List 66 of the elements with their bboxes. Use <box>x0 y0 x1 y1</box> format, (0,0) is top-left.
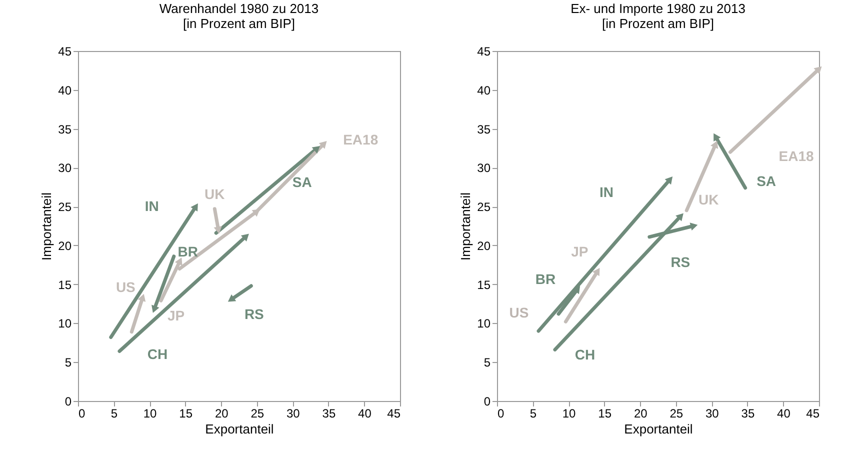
y-tick-label: 15 <box>477 278 491 292</box>
x-axis-title: Exportanteil <box>624 422 693 436</box>
x-tick-label: 10 <box>143 406 158 420</box>
x-tick-label: 10 <box>562 406 576 420</box>
series-label: RS <box>244 306 264 322</box>
y-tick-label: 40 <box>477 83 491 98</box>
x-tick-label: 30 <box>286 406 300 420</box>
x-tick-label: 0 <box>498 406 504 420</box>
y-tick-label: 15 <box>58 278 72 292</box>
x-tick-label: 5 <box>110 406 118 420</box>
x-tick-label: 25 <box>670 406 684 420</box>
y-tick-label: 5 <box>484 356 491 370</box>
series-label: SA <box>292 174 312 190</box>
x-tick-label: 35 <box>322 406 336 420</box>
x-tick-label: 35 <box>741 406 755 420</box>
series-label: CH <box>147 346 168 362</box>
text: IN <box>600 184 614 200</box>
x-tick-label: 40 <box>777 406 791 420</box>
series-label: EA18 <box>343 131 378 148</box>
x-tick-label: 20 <box>214 406 229 420</box>
x-tick-label: 45 <box>806 406 820 420</box>
annotation: US <box>509 304 529 320</box>
y-tick-label: 25 <box>58 200 72 214</box>
y-tick-label: 30 <box>477 161 491 176</box>
y-tick-label: 20 <box>477 238 491 253</box>
y-tick-label: 0 <box>64 394 72 408</box>
chart-title: Warenhandel 1980 zu 2013 <box>159 1 319 16</box>
x-tick-label: 5 <box>530 406 537 420</box>
y-tick-label: 45 <box>477 44 491 58</box>
y-tick-label: 25 <box>477 200 491 214</box>
x-tick-label: 15 <box>598 406 612 420</box>
y-tick-label: 5 <box>64 356 72 370</box>
x-axis-title: Exportanteil <box>205 422 274 436</box>
y-tick-label: 10 <box>58 316 72 331</box>
series-label: BR <box>535 270 556 287</box>
y-tick-label: 40 <box>58 83 72 98</box>
y-tick-label: 35 <box>477 122 491 136</box>
series-label: US <box>116 278 136 295</box>
x-tick-label: 30 <box>705 406 720 420</box>
series-label: BR <box>178 243 198 260</box>
y-tick-label: 0 <box>484 394 491 408</box>
chart-title: Ex- und Importe 1980 zu 2013 <box>570 1 746 16</box>
chart-subtitle: [in Prozent am BIP] <box>183 16 295 31</box>
y-tick-label: 20 <box>58 238 72 253</box>
series-label: CH <box>574 346 596 363</box>
text: EA18 <box>778 148 814 164</box>
y-axis-title: Importanteil <box>458 192 474 260</box>
x-tick-label: 20 <box>634 406 648 420</box>
series-label: SA <box>756 172 776 189</box>
x-tick-label: 15 <box>179 406 193 420</box>
y-tick-label: 45 <box>58 44 72 58</box>
x-tick-label: 0 <box>78 406 86 420</box>
series-label: JP <box>167 308 185 324</box>
x-tick-label: 40 <box>358 406 372 420</box>
y-tick-label: 10 <box>477 316 491 331</box>
y-tick-label: 35 <box>58 122 72 136</box>
series-label: JP <box>571 244 588 260</box>
chart-subtitle: [in Prozent am BIP] <box>602 16 714 31</box>
x-tick-label: 45 <box>387 406 401 420</box>
series-label: UK <box>698 191 719 208</box>
x-tick-label: 25 <box>250 406 264 420</box>
y-axis-title: Importanteil <box>39 192 54 260</box>
series-label: RS <box>670 254 690 270</box>
series-label: UK <box>204 186 225 202</box>
y-tick-label: 30 <box>58 161 72 176</box>
series-label: IN <box>144 198 159 214</box>
